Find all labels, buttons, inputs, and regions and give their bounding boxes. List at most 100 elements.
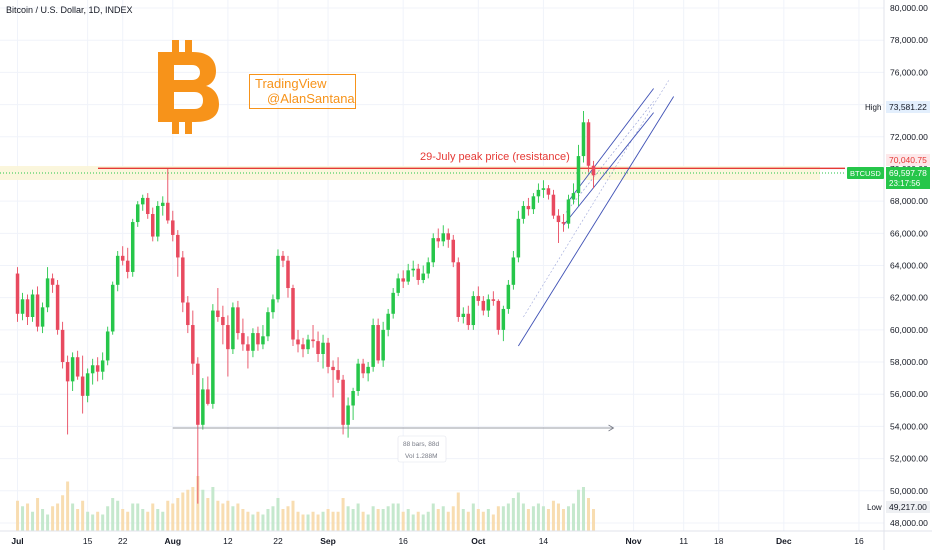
last-price-badge — [886, 167, 930, 189]
price-tick-label: 56,000.00 — [890, 389, 928, 399]
volume-bar — [481, 511, 485, 531]
volume-bar — [496, 506, 500, 531]
candle — [221, 305, 225, 345]
candle — [401, 270, 405, 289]
candle-body — [586, 122, 591, 166]
volume-bar — [56, 503, 60, 531]
volume-bar — [346, 506, 350, 531]
candle-body — [186, 302, 190, 326]
candle-body — [326, 342, 330, 367]
candle-body — [236, 307, 240, 334]
candle — [381, 321, 385, 367]
volume-bar — [206, 498, 210, 531]
candle — [306, 334, 310, 354]
volume-bar — [81, 500, 85, 531]
candle-body — [50, 278, 55, 285]
candle — [110, 281, 115, 335]
candle-body — [311, 339, 315, 342]
candle-body — [291, 288, 295, 340]
candle-body — [60, 329, 65, 363]
resistance-zone — [0, 166, 820, 180]
candle — [351, 387, 355, 420]
candle — [526, 197, 531, 216]
candle-body — [431, 238, 435, 263]
candle-body — [281, 255, 285, 261]
candle-body — [256, 333, 260, 345]
candle-body — [15, 273, 20, 314]
candle — [181, 251, 185, 313]
volume-bar — [111, 498, 115, 531]
volume-bar — [186, 489, 190, 531]
candle-body — [466, 313, 471, 326]
volume-bar — [546, 509, 550, 531]
date-range-measure[interactable] — [172, 424, 615, 432]
price-channel[interactable] — [517, 80, 675, 347]
candle — [151, 207, 155, 242]
candle — [176, 230, 180, 277]
date-tick-label: 16 — [398, 536, 408, 546]
candle — [100, 352, 105, 380]
candle — [231, 302, 235, 354]
volume-bar — [101, 514, 105, 531]
candle — [75, 350, 80, 380]
volume-bar — [166, 500, 170, 531]
candle — [501, 305, 506, 342]
price-tick-label: 50,000.00 — [890, 486, 928, 496]
candle-body — [100, 360, 105, 372]
candle — [431, 233, 435, 268]
volume-bar — [231, 506, 235, 531]
candle-body — [531, 196, 536, 210]
volume-bar — [291, 500, 295, 531]
candle-body — [45, 278, 50, 308]
candle-body — [166, 202, 170, 221]
candle — [321, 334, 325, 369]
candle — [171, 210, 175, 242]
candle-body — [271, 299, 275, 313]
volume-bar — [221, 503, 225, 531]
volume-bar — [216, 500, 220, 531]
price-tick-label: 78,000.00 — [890, 35, 928, 45]
date-tick-label: 12 — [223, 536, 233, 546]
candle-body — [125, 260, 130, 272]
candle-body — [341, 379, 345, 425]
candle — [491, 291, 496, 306]
candle-body — [406, 270, 410, 282]
time-axis[interactable]: Jul 15 22 Aug 12 22 Sep 16 Oct 14 Nov 11 18 Dec 16 — [11, 536, 864, 546]
candle-body — [105, 331, 110, 361]
volume-bar — [61, 495, 65, 531]
candle-body — [130, 222, 135, 272]
volume-bar — [366, 514, 370, 531]
candle — [50, 273, 55, 293]
candle-body — [551, 194, 556, 216]
candle-body — [536, 189, 541, 197]
candle-body — [40, 307, 45, 327]
range-bars-label: 88 bars, 88d — [403, 441, 440, 448]
volume-bar — [71, 503, 75, 531]
candle — [331, 360, 335, 398]
candle-body — [70, 357, 75, 382]
candle — [336, 357, 340, 383]
candle — [95, 357, 100, 382]
volume-bar — [116, 500, 120, 531]
candle — [591, 160, 596, 189]
candle-body — [301, 344, 305, 350]
candle-body — [371, 325, 375, 367]
volume-bar — [251, 514, 255, 531]
candle — [466, 305, 471, 330]
candle — [476, 286, 481, 306]
range-arrow-icon — [608, 424, 615, 432]
volume-bar — [571, 503, 575, 531]
candle — [521, 201, 526, 224]
candle — [85, 368, 90, 403]
candle-body — [336, 370, 340, 380]
volume-bar — [241, 509, 245, 531]
candle — [80, 355, 85, 414]
candle — [196, 357, 200, 504]
volume-bar — [326, 509, 330, 531]
candle — [406, 263, 410, 285]
candle — [115, 251, 120, 292]
candle — [441, 225, 446, 247]
price-axis[interactable]: 48,000.00 50,000.00 52,000.00 54,000.00 56,0… — [890, 3, 928, 528]
high-value: 73,581.22 — [889, 102, 927, 112]
